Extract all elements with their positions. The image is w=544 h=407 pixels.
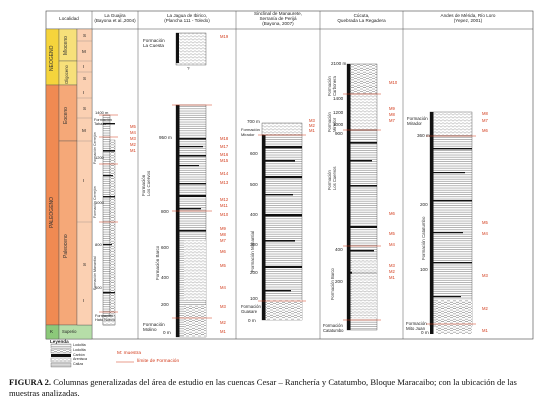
col4-formacion-barco: Formación Barco	[330, 268, 335, 300]
legend-row-1: Lodolita	[73, 343, 86, 347]
col2-formacion-los-cuervos-prefix: Formación	[141, 174, 146, 196]
label-paleogeno: PALEOGENO	[49, 196, 55, 228]
label-superio: Superio	[62, 329, 77, 334]
legend-title: Leyenda	[50, 339, 69, 344]
label-oligoceno: Oligoceno	[64, 65, 69, 84]
legend-graphics	[50, 343, 134, 368]
label-k: K	[50, 329, 54, 334]
caption-text: Columnas generalizadas del área de estud…	[9, 377, 517, 398]
col5-formacion-catatumbo: Formación Catatumbo	[421, 216, 426, 260]
legend-sample-label: M: muestra	[117, 351, 141, 356]
col3-formacion-mirador: Formación Mirador	[241, 127, 260, 137]
col1-formacion-hato-nuevo: Formación Hato Nuevo	[95, 314, 116, 323]
col3-formacion-manantial: Formación Manantial	[250, 231, 255, 272]
legend-row-5: Caliza	[73, 362, 83, 366]
col1-formacion-cerrejon-inf: Formación Cerrejón	[93, 186, 97, 218]
column-la-guajira	[99, 114, 118, 326]
legend-limit-label: límite de Formación	[137, 359, 180, 364]
col4-formacion-los-cuervos: Los Cuervos	[332, 166, 337, 190]
header-col1: La Guajira (Bayona et al.,2004)	[94, 13, 136, 24]
col4-formacion-catatumbo: Formación Catatumbo	[323, 323, 344, 333]
epoch-paleoceno	[58, 140, 78, 326]
substage-strip	[76, 28, 93, 326]
col2-formacion-la-cuesta: Formación La Cuesta	[143, 38, 165, 49]
label-paleoceno: Paleoceno	[63, 234, 69, 258]
col2-formacion-los-cuervos: Los Cuervos	[146, 170, 151, 196]
col4-formacion-mirador: Mirador	[332, 117, 337, 132]
legend-row-3: Carbón	[73, 353, 85, 357]
header-col2: La Jagua de Ibirico, (Plancha 111 - Toled…	[164, 13, 210, 24]
column-merida	[426, 111, 476, 334]
label-eoceno: Eoceno	[63, 107, 69, 124]
col3-formacion-guasare: Formación Guasare	[241, 304, 261, 314]
col5-formacion-mirador: Formación Mirador	[407, 116, 428, 126]
figure-caption: FIGURA 2. Columnas generalizadas del áre…	[9, 377, 539, 399]
legend-row-4: Arenisca	[73, 357, 87, 361]
caption-lead: FIGURA 2.	[9, 377, 52, 387]
label-mioceno: Mioceno	[63, 36, 69, 55]
column-manaurete	[258, 122, 306, 321]
column-la-jagua	[172, 32, 212, 338]
col5-formacion-mito-juan: Formación Mito Juan	[406, 321, 427, 331]
col2-formacion-barco: Formación Barco	[155, 245, 160, 280]
header-col5: Andes de Mérida, Río Loro (Yepez, 2001)	[440, 13, 496, 24]
time-scale	[45, 28, 93, 340]
col2-unknown-mark: ?	[187, 66, 190, 71]
col4-formacion-carbonera: Carbonera	[332, 76, 337, 96]
col1-formacion-cerrejon-sup: Formación Cerrejón	[93, 132, 97, 164]
label-neogene: NEOGENO	[49, 45, 55, 71]
epoch-superio	[58, 324, 93, 340]
col2-formacion-molino: Formación Molino	[143, 322, 165, 333]
legend-row-2: Lodolita	[73, 348, 86, 352]
header-localidad: Localidad	[59, 16, 79, 21]
header-col3: Sinclinal de Manaurete, Serranía de Perij…	[253, 11, 302, 27]
header-col4: Cúcuta, Quebrada La Regadera	[337, 13, 386, 24]
column-cucuta	[343, 63, 381, 331]
col1-formacion-manantial: Formación Manantial	[93, 256, 97, 290]
col1-formacion-tabaco: Formación Tabaco	[94, 118, 112, 127]
